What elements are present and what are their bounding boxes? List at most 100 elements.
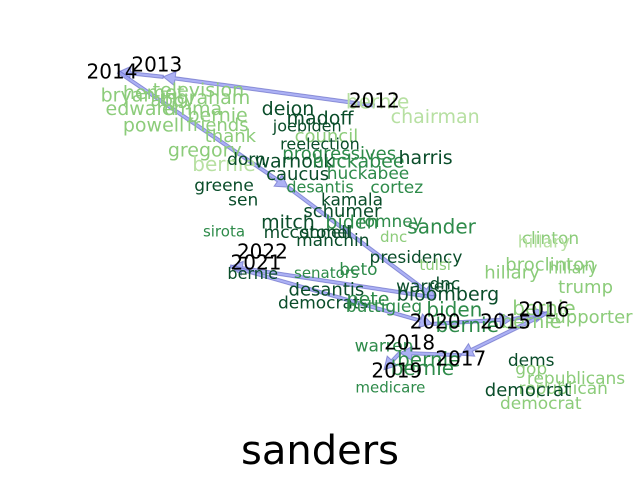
year-label: 2019 — [371, 359, 422, 383]
word-label: bernie — [512, 296, 575, 320]
word-label: dnc — [380, 228, 407, 246]
word-label: hillary — [484, 263, 540, 284]
word-label: madoff — [287, 108, 355, 130]
word-label: beto — [339, 260, 377, 280]
word-label: democrat — [485, 380, 571, 401]
word-label: television — [153, 80, 244, 102]
year-label: 2020 — [410, 310, 461, 334]
timeline-arrow — [459, 310, 549, 357]
year-label: 2017 — [435, 347, 486, 371]
word-label: dnc — [429, 275, 460, 295]
word-label: republican — [518, 379, 607, 399]
word-label: tulsi — [419, 256, 451, 274]
word-label: council — [295, 126, 359, 147]
year-label: 2018 — [384, 331, 435, 355]
year-label: 2021 — [231, 251, 282, 275]
timeline-arrow — [399, 345, 462, 362]
word-label: supporter — [545, 307, 633, 328]
word-label: hemet — [123, 82, 184, 104]
word-label: bernie — [501, 311, 561, 333]
word-label: bryan — [101, 85, 156, 107]
word-label: desantis — [289, 279, 365, 300]
word-label: bernie — [397, 348, 460, 372]
word-label: huckabee — [327, 164, 410, 184]
word-label: buttigieg — [346, 297, 422, 317]
word-label: presidency — [370, 248, 463, 268]
word-label: biden — [325, 212, 378, 234]
word-label: dorn — [227, 150, 266, 170]
word-label: bernie — [187, 105, 247, 127]
word-label: chairman — [391, 106, 480, 128]
word-label: democrats — [278, 293, 369, 313]
year-label: 2022 — [237, 240, 288, 264]
word-label: huckabee — [312, 151, 404, 173]
word-label: progressives — [282, 144, 396, 165]
word-labels: televisionbryanhemetingrahamabbyedwardem… — [101, 80, 634, 415]
word-label: thank — [205, 126, 257, 147]
word-label: desantis — [286, 178, 353, 197]
timeline-arrow — [229, 260, 436, 300]
word-label: caucus — [266, 164, 329, 185]
word-label: hillary — [518, 232, 570, 252]
word-label: schumer — [303, 201, 382, 222]
word-label: mcconnell — [264, 223, 351, 243]
word-label: senators — [294, 264, 359, 282]
word-label: bernie — [391, 356, 454, 380]
timeline-arrow — [383, 350, 402, 371]
word-label: greene — [194, 176, 254, 196]
word-label: gregory — [168, 140, 242, 162]
word-label: abby — [151, 90, 196, 111]
word-label: broclinton — [505, 254, 595, 275]
word-label: trump — [558, 277, 613, 298]
word-label: sen — [228, 191, 258, 211]
word-label: deion — [262, 98, 315, 120]
word-label: sirota — [203, 222, 245, 240]
word-label: kamala — [321, 191, 383, 211]
word-label: cortez — [370, 178, 423, 198]
word-label: pete — [347, 289, 390, 311]
timeline-arrow — [162, 70, 376, 108]
word-label: bernie — [227, 264, 278, 283]
word-label: dems — [508, 351, 555, 371]
diagram-title: sanders — [241, 428, 399, 474]
word-label: bernie — [346, 90, 409, 114]
year-label: 2015 — [480, 310, 531, 334]
word-label: edward — [106, 98, 176, 120]
word-label: bloomberg — [397, 284, 499, 306]
timeline-arrow — [286, 185, 436, 299]
word-label: bernie — [435, 313, 498, 337]
year-label: 2013 — [131, 53, 182, 77]
timeline-arrow — [229, 264, 433, 329]
word-label: powell — [123, 114, 184, 136]
word-label: mitch — [261, 212, 315, 234]
year-label: 2016 — [519, 298, 570, 322]
word-label: emma — [162, 98, 222, 120]
word-label: manchin — [296, 231, 369, 251]
timeline-arrow — [116, 70, 289, 188]
word-label: gop — [515, 360, 547, 380]
word-label: biden — [426, 298, 482, 322]
word-label: clinton — [522, 229, 579, 249]
timeline-path — [116, 65, 549, 371]
word-label: hillary — [548, 258, 597, 277]
word-label: warren — [396, 277, 455, 297]
word-label: bernie — [192, 152, 255, 176]
year-label: 2014 — [87, 60, 138, 84]
word-label: reelection — [280, 135, 360, 154]
timeline-arrow — [431, 312, 513, 328]
word-label: medicare — [355, 378, 425, 396]
word-label: ingraham — [159, 87, 250, 109]
word-label: warnock — [255, 151, 335, 173]
word-label: sander — [407, 215, 476, 239]
word-label: romney — [358, 212, 423, 232]
word-label: stonel — [300, 223, 352, 243]
word-label: democrat — [500, 394, 582, 414]
year-label: 2012 — [349, 89, 400, 113]
word-label: joebiden — [272, 117, 342, 136]
word-label: warren — [355, 337, 414, 357]
word-label: republicans — [527, 369, 625, 389]
word-label: friends — [187, 115, 249, 136]
word-label: harris — [399, 147, 453, 169]
